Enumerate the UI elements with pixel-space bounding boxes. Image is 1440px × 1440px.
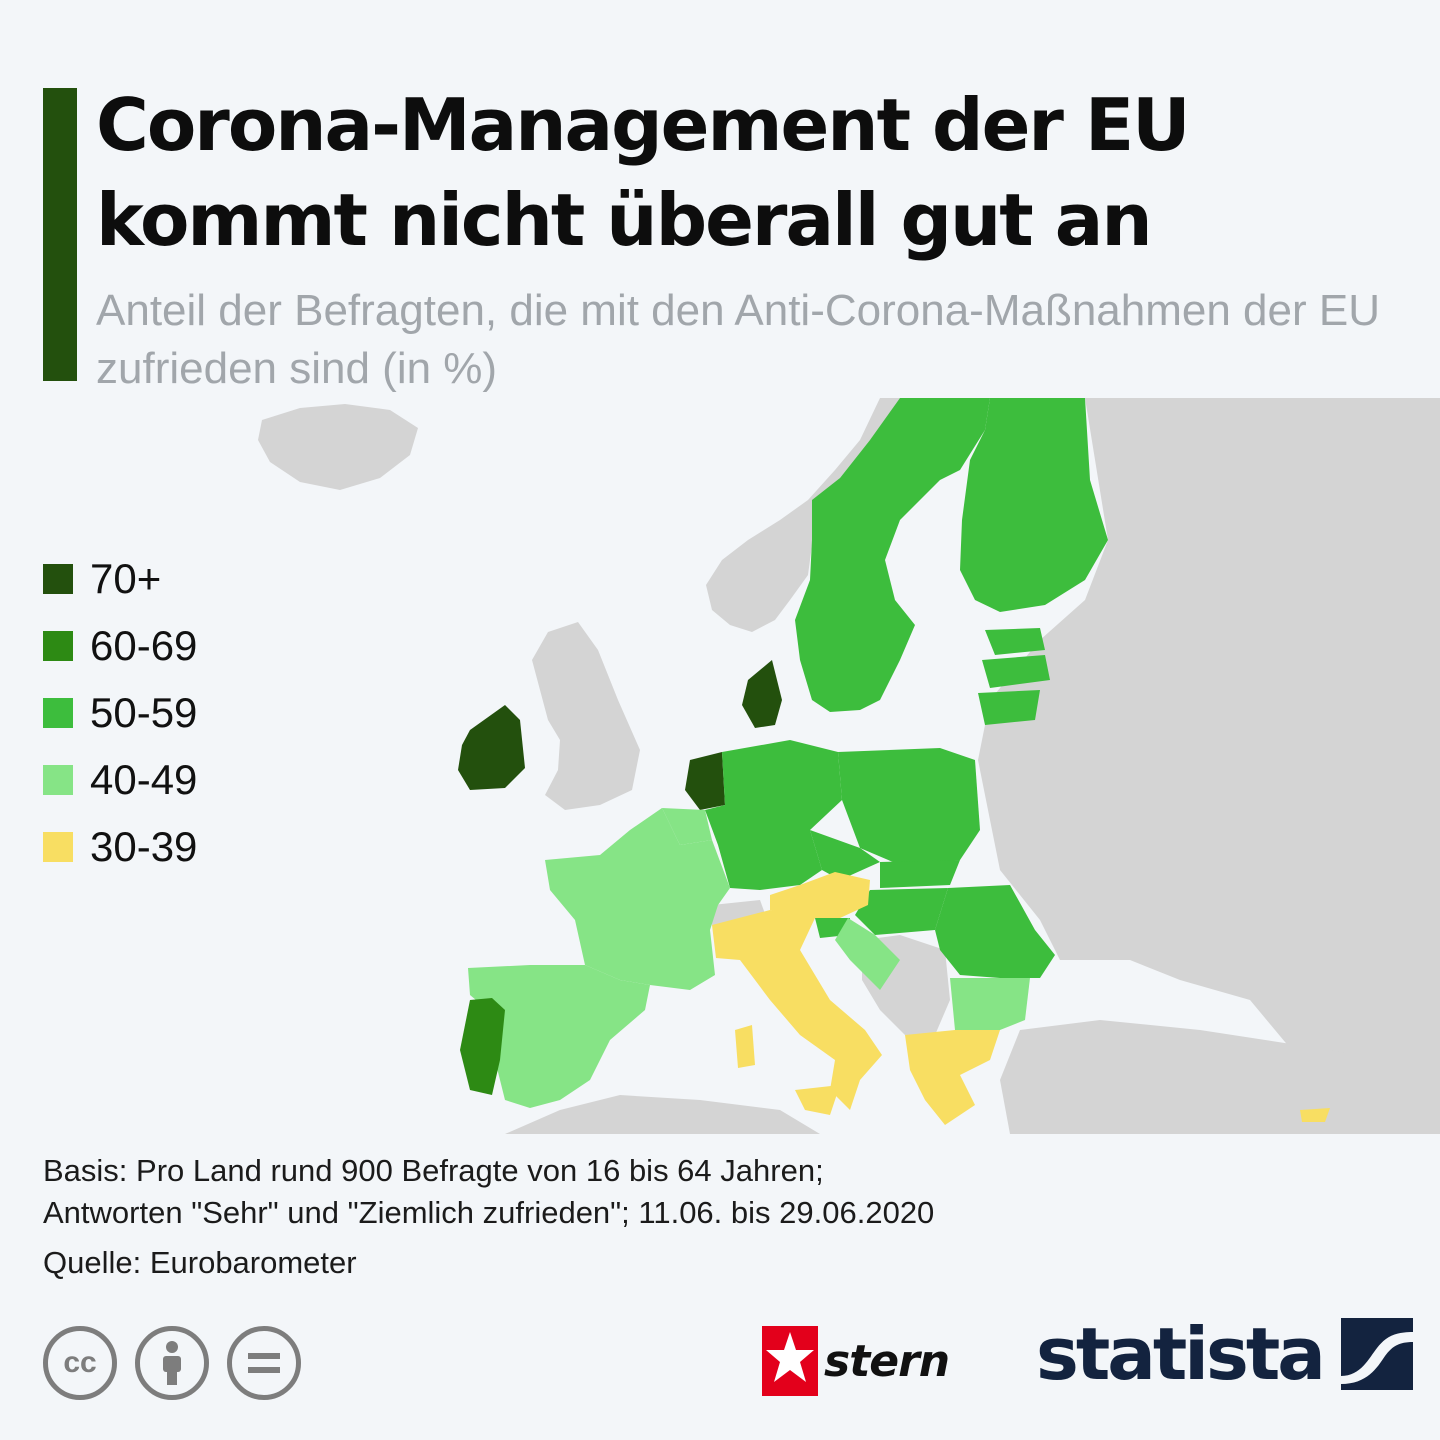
- legend-label: 50-59: [90, 688, 198, 736]
- north-africa-shape: [505, 1095, 820, 1134]
- legend-swatch: [43, 630, 73, 661]
- eastern-europe-russia-shape: [978, 398, 1440, 1134]
- stern-logo-text: stern: [824, 1335, 950, 1387]
- legend-item-50-59: 50-59: [43, 679, 197, 746]
- statista-logo-text: statista: [1036, 1312, 1326, 1396]
- country-sweden: [795, 398, 990, 712]
- legend-swatch: [43, 697, 73, 728]
- country-sicily: [795, 1085, 840, 1115]
- country-bulgaria: [950, 978, 1030, 1030]
- legend-item-40-49: 40-49: [43, 746, 197, 813]
- legend: 70+ 60-69 50-59 40-49 30-39: [43, 545, 197, 880]
- country-france: [545, 808, 730, 990]
- legend-item-30-39: 30-39: [43, 813, 197, 880]
- legend-label: 60-69: [90, 621, 198, 669]
- country-ireland: [458, 705, 525, 790]
- country-denmark: [742, 660, 782, 728]
- country-poland: [838, 748, 980, 865]
- cc-icon[interactable]: cc: [43, 1326, 117, 1400]
- basis-line-1: Basis: Pro Land rund 900 Befragte von 16…: [43, 1153, 824, 1188]
- norway-shape: [706, 398, 900, 632]
- statista-mark-icon: [1340, 1318, 1413, 1390]
- nd-equals-icon[interactable]: [227, 1326, 301, 1400]
- europe-map: [258, 398, 1440, 1134]
- page-title: Corona-Management der EU kommt nicht übe…: [96, 83, 1191, 262]
- statista-logo[interactable]: statista: [1036, 1312, 1413, 1396]
- country-cyprus: [1300, 1108, 1330, 1122]
- stern-star-icon: [762, 1326, 818, 1396]
- country-germany: [705, 740, 842, 890]
- footnote: Basis: Pro Land rund 900 Befragte von 16…: [43, 1150, 1343, 1284]
- uk-shape: [532, 622, 640, 810]
- legend-label: 30-39: [90, 822, 198, 870]
- stern-logo[interactable]: stern: [762, 1326, 950, 1396]
- legend-item-60-69: 60-69: [43, 612, 197, 679]
- country-italy: [712, 910, 882, 1110]
- country-spain: [468, 965, 650, 1108]
- legend-swatch: [43, 764, 73, 795]
- iceland-shape: [258, 404, 418, 490]
- country-portugal: [460, 998, 505, 1095]
- accent-bar: [43, 88, 77, 381]
- eu-countries: [458, 398, 1330, 1125]
- country-finland: [960, 398, 1108, 612]
- country-lithuania: [978, 690, 1040, 725]
- legend-label: 40-49: [90, 755, 198, 803]
- page-subtitle: Anteil der Befragten, die mit den Anti-C…: [96, 286, 1380, 393]
- country-hungary: [855, 888, 948, 935]
- country-netherlands: [685, 752, 725, 810]
- country-greece: [905, 1030, 1000, 1125]
- country-latvia: [982, 655, 1050, 688]
- country-romania: [935, 885, 1055, 978]
- non-eu-land: [258, 398, 1440, 1134]
- country-czechia: [810, 830, 880, 880]
- legend-swatch: [43, 831, 73, 862]
- country-sardinia: [735, 1025, 755, 1068]
- country-croatia: [835, 918, 900, 990]
- turkey-shape: [1000, 1020, 1440, 1134]
- by-person-icon[interactable]: [135, 1326, 209, 1400]
- legend-item-70plus: 70+: [43, 545, 197, 612]
- legend-label: 70+: [90, 554, 162, 602]
- country-austria: [770, 872, 870, 918]
- country-estonia: [985, 628, 1045, 655]
- country-belgium-luxembourg: [662, 808, 712, 845]
- legend-swatch: [43, 563, 73, 594]
- country-slovakia: [880, 860, 960, 888]
- basis-line-2: Antworten "Sehr" und "Ziemlich zufrieden…: [43, 1195, 935, 1230]
- source-line: Quelle: Eurobarometer: [43, 1245, 357, 1280]
- license-icons: cc: [43, 1326, 301, 1400]
